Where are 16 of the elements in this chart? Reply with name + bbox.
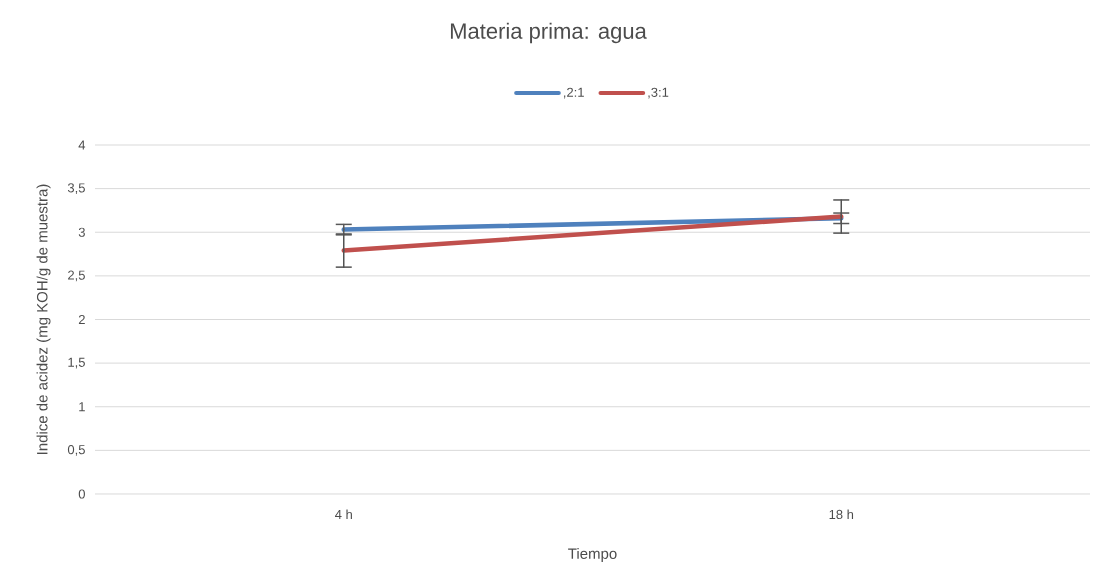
y-tick-label: 0,5 [67, 444, 85, 456]
legend-label: ,2:1 [563, 87, 584, 99]
x-tick-label: 18 h [829, 509, 854, 520]
y-tick-label: 1 [79, 402, 85, 412]
legend-label: ,3:1 [648, 87, 669, 99]
x-axis-title: Tiempo [568, 547, 617, 562]
chart-title: Materia prima: agua [450, 22, 647, 44]
x-tick-label: 4 h [335, 509, 352, 519]
y-tick-label: 2 [78, 314, 85, 325]
y-tick-label: 0 [78, 489, 85, 499]
y-tick-label: 4 [78, 140, 86, 150]
y-tick-label: 1,5 [68, 357, 85, 369]
y-tick-label: 2,5 [68, 270, 85, 282]
y-axis-title: Indice de acidez (mg KOH/g de muestra) [36, 184, 51, 454]
y-tick-label: 3 [78, 227, 85, 237]
y-tick-label: 3,5 [67, 183, 85, 194]
